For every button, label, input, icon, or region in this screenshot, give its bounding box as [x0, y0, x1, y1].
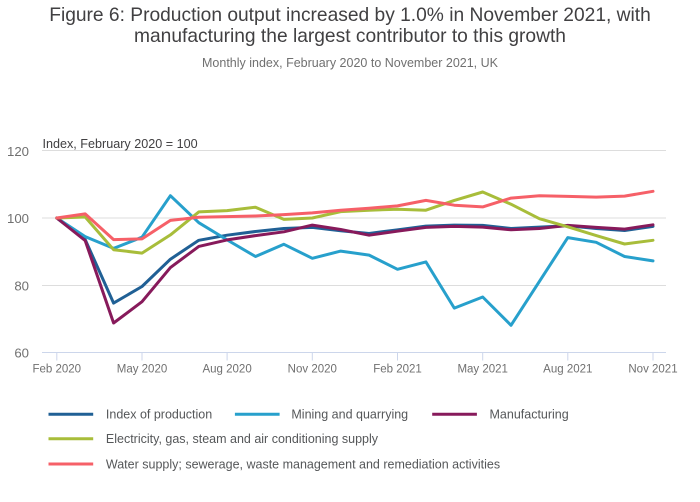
svg-text:Aug 2020: Aug 2020: [202, 363, 251, 375]
svg-text:Monthly index, February 2020 t: Monthly index, February 2020 to November…: [202, 56, 499, 70]
svg-text:120: 120: [7, 144, 29, 159]
svg-text:Feb 2020: Feb 2020: [32, 363, 81, 375]
svg-text:May 2020: May 2020: [117, 363, 168, 375]
svg-text:May 2021: May 2021: [457, 363, 508, 375]
svg-text:Water supply; sewerage, waste: Water supply; sewerage, waste management…: [106, 457, 500, 471]
svg-text:Figure 6: Production output in: Figure 6: Production output increased by…: [49, 5, 651, 26]
svg-text:Mining and quarrying: Mining and quarrying: [291, 408, 408, 422]
svg-text:Manufacturing: Manufacturing: [490, 408, 569, 422]
svg-text:Aug 2021: Aug 2021: [543, 363, 592, 375]
svg-text:Index, February 2020 = 100: Index, February 2020 = 100: [43, 137, 198, 151]
svg-text:100: 100: [7, 211, 29, 226]
svg-text:Electricity, gas, steam and ai: Electricity, gas, steam and air conditio…: [106, 432, 379, 446]
svg-text:manufacturing the largest cont: manufacturing the largest contributor to…: [134, 26, 566, 47]
svg-text:Index of production: Index of production: [106, 408, 212, 422]
svg-text:60: 60: [14, 346, 29, 361]
svg-text:Feb 2021: Feb 2021: [373, 363, 422, 375]
svg-text:80: 80: [14, 278, 29, 293]
svg-text:Nov 2020: Nov 2020: [288, 363, 337, 375]
svg-text:Nov 2021: Nov 2021: [628, 363, 677, 375]
